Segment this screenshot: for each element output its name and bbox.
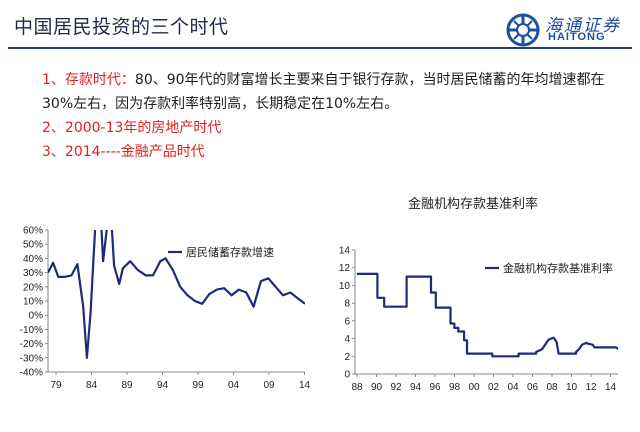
y-tick-label: 14 xyxy=(339,246,351,257)
bullet-point-1: 1、存款时代：80、90年代的财富增长主要来自于银行存款，当时居民储蓄的年均增速… xyxy=(42,68,632,116)
bullet-point-2: 2、2000-13年的房地产时代 xyxy=(42,116,632,140)
x-tick-label: 88 xyxy=(351,382,363,393)
x-tick-label: 98 xyxy=(449,382,461,393)
savings-growth-chart-svg: 60% 50% 40% 30% 20% 10% 0% -10% -20% -30% -40% 79 84… xyxy=(20,226,311,392)
bullet-number: 2、 xyxy=(42,120,65,136)
bullet-lead: 2000-13年的房地产时代 xyxy=(64,120,222,136)
x-tick-label: 84 xyxy=(86,380,98,391)
x-tick-label: 89 xyxy=(121,380,133,391)
y-tick-label: 4 xyxy=(344,334,350,345)
series-line xyxy=(356,272,618,358)
x-tick-label: 96 xyxy=(429,382,441,393)
x-tick-label: 92 xyxy=(390,382,402,393)
y-tick-label: 20% xyxy=(23,282,43,293)
x-tick-label: 02 xyxy=(488,382,500,393)
y-tick-label: 0% xyxy=(29,311,44,322)
y-tick-label: 12 xyxy=(339,263,351,274)
x-tick-label: 14 xyxy=(299,380,311,391)
bullet-number: 3、 xyxy=(42,144,65,160)
y-tick-label: -30% xyxy=(20,353,43,364)
x-tick-label: 08 xyxy=(546,382,558,393)
x-tick-label: 09 xyxy=(263,380,275,391)
bullet-body: 80、90年代的财富增长主要来自于银行存款，当时居民储蓄的年均增速都在30%左右… xyxy=(42,72,605,112)
x-tick-label: 04 xyxy=(507,382,519,393)
y-tick-label: -40% xyxy=(20,368,43,379)
x-tick-label: 14 xyxy=(605,382,617,393)
x-tick-label: 90 xyxy=(371,382,383,393)
x-tick-label: 10 xyxy=(566,382,578,393)
y-tick-label: 60% xyxy=(23,226,43,237)
y-tick-label: 40% xyxy=(23,254,43,265)
logo-english-name: HAITONG xyxy=(548,31,606,43)
deposit-rate-chart: 14 12 10 8 6 4 2 0 88 90 92 94 96 98 00 02 04 06 08 10 12 14 金… xyxy=(320,222,640,432)
y-tick-label: 10 xyxy=(339,281,351,292)
bullet-number: 1、 xyxy=(42,72,65,88)
bullet-points: 1、存款时代：80、90年代的财富增长主要来自于银行存款，当时居民储蓄的年均增速… xyxy=(42,68,632,164)
x-tick-label: 04 xyxy=(228,380,240,391)
y-tick-label: -10% xyxy=(20,325,43,336)
y-tick-label: 8 xyxy=(344,299,350,310)
x-tick-label: 99 xyxy=(192,380,204,391)
deposit-rate-chart-svg: 14 12 10 8 6 4 2 088 90 92 94 96 98 00 02 04 06 08 10 12 14 金… xyxy=(339,246,618,393)
slide-title: 中国居民投资的三个时代 xyxy=(14,16,229,38)
y-tick-label: 30% xyxy=(23,268,43,279)
title-divider xyxy=(8,47,632,49)
y-tick-label: 0 xyxy=(344,370,350,381)
x-tick-label: 94 xyxy=(410,382,422,393)
y-tick-label: 10% xyxy=(23,297,43,308)
bullet-lead: 存款时代： xyxy=(64,72,135,88)
y-tick-label: -20% xyxy=(20,339,43,350)
bullet-point-3: 3、2014----金融产品时代 xyxy=(42,140,632,164)
legend-label: 金融机构存款基准利率 xyxy=(503,261,613,275)
deposit-rate-chart-title: 金融机构存款基准利率 xyxy=(408,197,539,212)
series-line xyxy=(48,230,305,359)
bullet-lead: 2014----金融产品时代 xyxy=(64,144,205,160)
x-tick-label: 12 xyxy=(585,382,597,393)
x-tick-label: 06 xyxy=(527,382,539,393)
haitong-emblem-icon xyxy=(506,13,540,47)
y-tick-label: 50% xyxy=(23,240,43,251)
haitong-logo: 海通证券 HAITONG xyxy=(505,8,635,48)
legend-label: 居民储蓄存款增速 xyxy=(186,245,274,259)
savings-growth-chart: 60% 50% 40% 30% 20% 10% 0% -10% -20% -30% -40% 79 84… xyxy=(0,222,320,432)
x-tick-label: 79 xyxy=(50,380,62,391)
x-tick-label: 94 xyxy=(157,380,169,391)
y-tick-label: 6 xyxy=(344,316,350,327)
x-tick-label: 00 xyxy=(468,382,480,393)
logo-chinese-name: 海通证券 xyxy=(545,16,621,36)
y-tick-label: 2 xyxy=(344,352,350,363)
